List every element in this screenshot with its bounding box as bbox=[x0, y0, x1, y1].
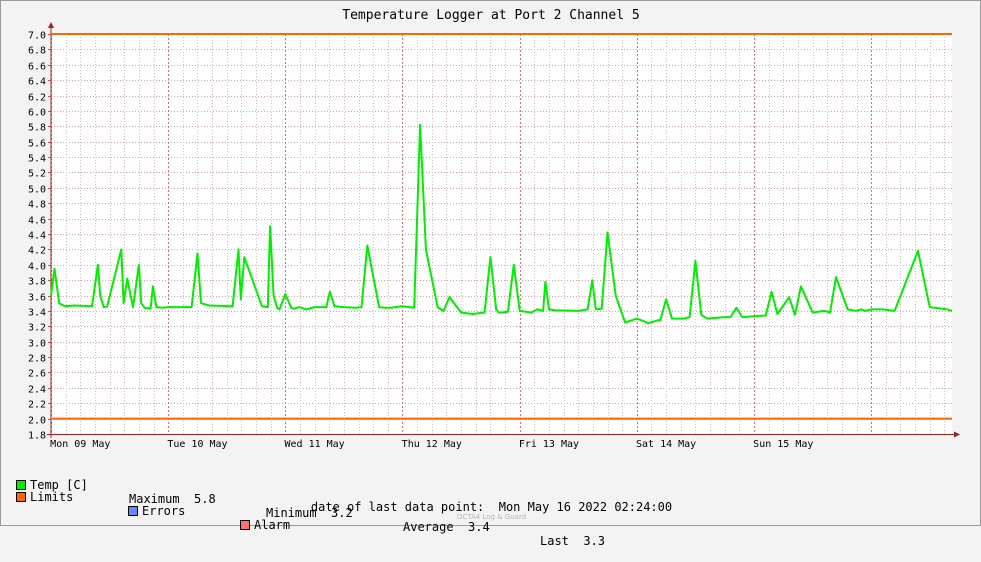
y-tick-label: 5.4 bbox=[28, 154, 46, 165]
y-tick-label: 2.6 bbox=[28, 369, 46, 380]
temperature-series-line bbox=[50, 123, 953, 325]
legend-temp: Temp [C] bbox=[16, 478, 88, 492]
y-tick-label: 5.2 bbox=[28, 169, 46, 180]
x-tick-label: Mon 09 May bbox=[50, 439, 110, 450]
y-tick-label: 2.2 bbox=[28, 400, 46, 411]
x-tick-label: Sun 15 May bbox=[753, 439, 813, 450]
y-tick-label: 6.2 bbox=[28, 93, 46, 104]
y-tick-label: 6.0 bbox=[28, 108, 46, 119]
y-axis-arrow-icon bbox=[48, 22, 54, 28]
y-tick-label: 3.8 bbox=[28, 277, 46, 288]
x-tick-label: Thu 12 May bbox=[402, 439, 462, 450]
stat-last: Last 3.3 bbox=[540, 534, 605, 548]
x-tick-label: Fri 13 May bbox=[519, 439, 579, 450]
stat-minimum-value: 3.2 bbox=[331, 506, 353, 520]
x-tick-label: Wed 11 May bbox=[285, 439, 345, 450]
y-tick-label: 2.0 bbox=[28, 416, 46, 427]
stat-minimum: Minimum 3.2 bbox=[266, 506, 353, 520]
y-tick-label: 4.6 bbox=[28, 216, 46, 227]
last-data-point-footer: date of last data point: Mon May 16 2022… bbox=[1, 500, 981, 514]
y-tick-label: 3.2 bbox=[28, 323, 46, 334]
stat-average-value: 3.4 bbox=[468, 520, 490, 534]
temp-swatch-icon bbox=[16, 480, 26, 490]
stat-maximum-value: 5.8 bbox=[194, 492, 216, 506]
y-tick-label: 2.8 bbox=[28, 354, 46, 365]
limits-swatch-icon bbox=[16, 492, 26, 502]
stat-maximum: Maximum 5.8 bbox=[129, 492, 216, 506]
stat-average: Average 3.4 bbox=[403, 520, 490, 534]
y-tick-label: 6.4 bbox=[28, 77, 46, 88]
legend-limits: Limits bbox=[16, 490, 73, 504]
errors-swatch-icon bbox=[128, 506, 138, 516]
alarm-swatch-icon bbox=[240, 520, 250, 530]
y-tick-label: 3.6 bbox=[28, 293, 46, 304]
y-tick-label: 3.4 bbox=[28, 308, 46, 319]
chart-title: Temperature Logger at Port 2 Channel 5 bbox=[342, 8, 639, 23]
footer-value: Mon May 16 2022 02:24:00 bbox=[498, 500, 673, 514]
stat-average-label: Average bbox=[403, 520, 454, 534]
y-tick-label: 4.0 bbox=[28, 262, 46, 273]
watermark: OCTA4 Log & Guard bbox=[456, 513, 527, 521]
x-tick-label: Sat 14 May bbox=[636, 439, 696, 450]
legend-errors: Errors bbox=[128, 504, 185, 518]
y-tick-label: 5.6 bbox=[28, 139, 46, 150]
y-tick-label: 5.0 bbox=[28, 185, 46, 196]
stat-last-label: Last bbox=[540, 534, 569, 548]
x-tick-label: Tue 10 May bbox=[167, 439, 227, 450]
stat-minimum-label: Minimum bbox=[266, 506, 317, 520]
temperature-chart: 7.0 6.8 6.6 6.4 6.2 6.0 5.8 5.6 5.4 5.2 5.0 4.8 4.6 4… bbox=[28, 8, 960, 450]
chart-frame: 7.0 6.8 6.6 6.4 6.2 6.0 5.8 5.6 5.4 5.2 5.0 4.8 4.6 4… bbox=[0, 0, 981, 548]
y-tick-label: 2.4 bbox=[28, 385, 46, 396]
legend-errors-label: Errors bbox=[142, 504, 186, 518]
y-tick-label: 4.2 bbox=[28, 246, 46, 257]
stat-last-value: 3.3 bbox=[583, 534, 606, 548]
footer-label: date of last data point: bbox=[310, 500, 485, 514]
y-tick-label: 3.0 bbox=[28, 339, 46, 350]
y-tick-label: 6.8 bbox=[28, 46, 46, 57]
legend-temp-label: Temp [C] bbox=[30, 478, 88, 492]
y-tick-label: 7.0 bbox=[28, 31, 46, 42]
y-tick-label: 4.8 bbox=[28, 200, 46, 211]
y-tick-label: 6.6 bbox=[28, 62, 46, 73]
y-tick-label: 4.4 bbox=[28, 231, 46, 242]
legend-limits-label: Limits bbox=[30, 490, 74, 504]
x-axis-arrow-icon bbox=[954, 431, 960, 438]
y-tick-label: 5.8 bbox=[28, 123, 46, 134]
y-tick-label: 1.8 bbox=[28, 431, 46, 442]
stat-maximum-label: Maximum bbox=[129, 492, 180, 506]
